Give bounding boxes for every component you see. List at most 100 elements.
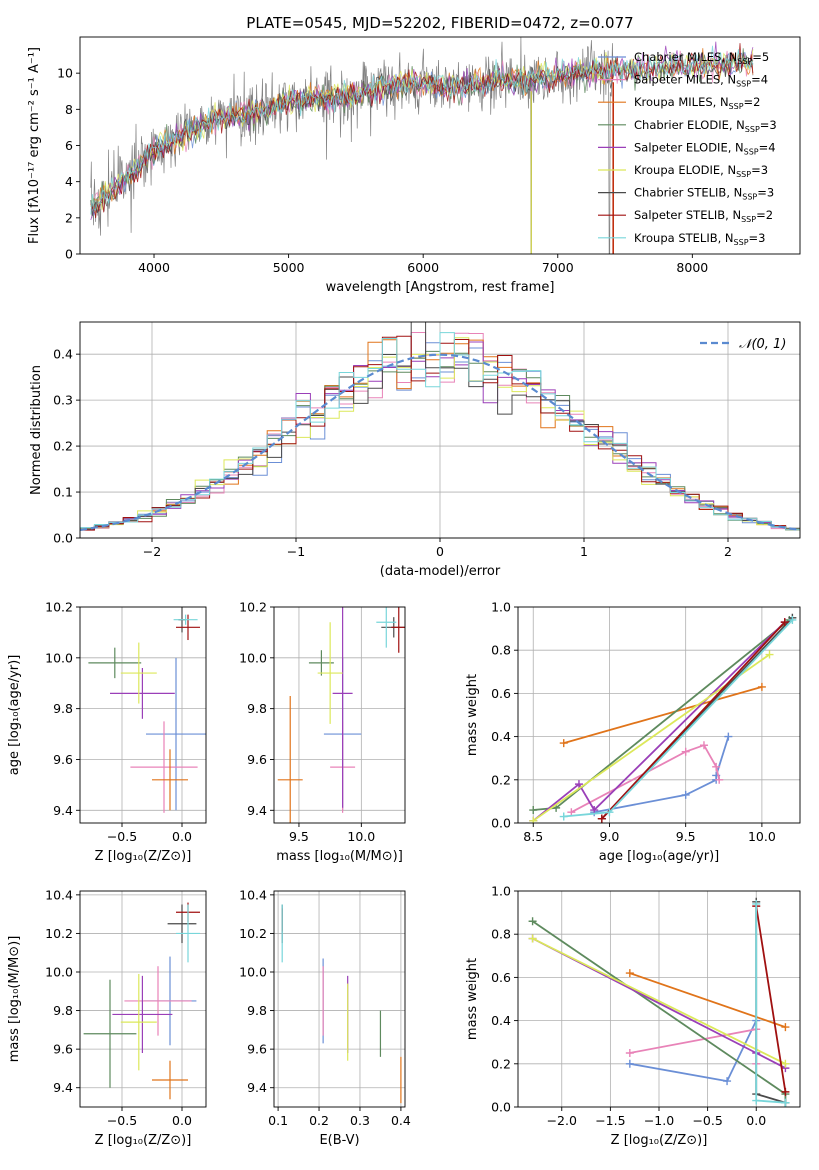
weight-marker-kroupa-miles <box>559 739 568 748</box>
legend-label-subscript: SSP <box>744 147 759 156</box>
legend-label-value: =5 <box>752 50 769 64</box>
axes: −2.0 −1.5 −1.0 −0.5 0.0 0.0 0.2 0.4 0.6 0.8 1.0 Z [… <box>465 884 801 1148</box>
y-tick-label: 0.2 <box>491 1056 511 1071</box>
axes: −0.5 0.0 9.4 9.6 9.8 10.0 10.2 10.4 Z [log₁₀(Z/Z… <box>7 887 207 1148</box>
histogram-kroupa-stelib <box>80 332 800 530</box>
legend-label-kroupa-stelib: Kroupa STELIB, NSSP=3 <box>634 231 765 247</box>
panel-residuals: −2 −1 0 1 2 0.0 0.1 0.2 0.3 0.4 (data-model)/error… <box>29 321 801 579</box>
y-tick-label: 0 <box>65 247 73 262</box>
x-tick-label: 9.5 <box>289 829 309 844</box>
x-tick-label: 0 <box>436 544 444 559</box>
y-tick-label: 9.6 <box>53 1042 73 1057</box>
y-tick-label: 0.4 <box>491 729 511 744</box>
x-tick-label: −2 <box>143 544 161 559</box>
x-tick-label: 0.0 <box>172 1113 192 1128</box>
y-tick-label: 0.1 <box>53 485 73 500</box>
legend-label-value: =3 <box>760 118 777 132</box>
weight-marker-kroupa-elodie <box>781 1059 790 1068</box>
legend-label-kroupa-miles: Kroupa MILES, NSSP=2 <box>634 95 760 111</box>
y-tick-label: 10.4 <box>239 887 267 902</box>
panel-mass-vs-ebv: 0.1 0.2 0.3 0.4 9.4 9.6 9.8 10.0 10.2 10.4 E(B-V) <box>239 887 411 1148</box>
weight-marker-chabrier-elodie <box>529 806 538 815</box>
y-tick-label: 9.4 <box>247 803 267 818</box>
y-tick-label: 9.4 <box>247 1080 267 1095</box>
weight-marker-salpeter-miles <box>712 762 721 771</box>
x-tick-label: 1 <box>580 544 588 559</box>
legend-label-value: =4 <box>751 73 768 87</box>
legend-label-text: Salpeter MILES, N <box>634 73 736 87</box>
legend-label-text: Chabrier STELIB, N <box>634 186 742 200</box>
axes-frame <box>79 890 207 1108</box>
y-axis-label: age [log₁₀(age/yr)] <box>7 655 22 776</box>
x-tick-label: −1 <box>287 544 305 559</box>
x-tick-label: 0.4 <box>391 1113 411 1128</box>
x-tick-label: 4000 <box>138 260 170 275</box>
weight-marker-kroupa-elodie <box>529 816 538 823</box>
weight-marker-kroupa-miles <box>625 969 634 978</box>
legend-label-subscript: SSP <box>745 125 760 134</box>
weight-line-salpeter-stelib <box>601 621 786 820</box>
weight-marker-salpeter-miles <box>699 741 708 750</box>
x-axis-label: wavelength [Angstrom, rest frame] <box>326 280 555 295</box>
legend-label-salpeter-elodie: Salpeter ELODIE, NSSP=4 <box>634 140 776 156</box>
weight-marker-chabrier-elodie <box>528 917 537 926</box>
legend-label-value: =3 <box>749 231 766 245</box>
weight-marker-chabrier-miles <box>724 732 733 741</box>
y-tick-label: 9.6 <box>247 1042 267 1057</box>
plot-area <box>529 613 797 823</box>
axes-frame <box>79 606 207 824</box>
legend-label-chabrier-miles: Chabrier MILES, NSSP=5 <box>634 50 769 66</box>
weight-line-chabrier-miles <box>594 736 730 814</box>
x-tick-label: 0.0 <box>172 829 192 844</box>
weight-marker-chabrier-miles <box>625 1059 634 1068</box>
x-tick-label: 0.2 <box>309 1113 329 1128</box>
legend-label-subscript: SSP <box>736 170 751 179</box>
legend-label-value: =2 <box>756 208 773 222</box>
y-tick-label: 0.3 <box>53 393 73 408</box>
weight-marker-kroupa-miles <box>781 1023 790 1032</box>
legend-label-value: =4 <box>759 140 776 154</box>
x-tick-label: 0.3 <box>350 1113 370 1128</box>
weight-marker-kroupa-stelib <box>781 1098 790 1107</box>
y-tick-label: 0.0 <box>53 531 73 546</box>
weight-marker-kroupa-stelib <box>752 1096 761 1105</box>
y-tick-label: 9.8 <box>247 1003 267 1018</box>
x-tick-label: 10.0 <box>748 829 776 844</box>
y-tick-label: 8 <box>65 102 73 117</box>
y-tick-label: 10.2 <box>45 600 73 615</box>
y-tick-label: 1.0 <box>491 884 511 899</box>
y-tick-label: 0.4 <box>491 1013 511 1028</box>
y-tick-label: 2 <box>65 210 73 225</box>
x-axis-label: E(B-V) <box>319 1133 359 1148</box>
weight-marker-salpeter-miles <box>681 747 690 756</box>
x-tick-label: −1.5 <box>595 1113 625 1128</box>
y-tick-label: 0.6 <box>491 970 511 985</box>
x-axis-label: mass [log₁₀(M/M⊙)] <box>276 849 403 864</box>
axes-frame <box>273 890 406 1108</box>
y-tick-label: 9.8 <box>53 1003 73 1018</box>
legend-label-subscript: SSP <box>741 215 756 224</box>
weight-marker-salpeter-stelib <box>597 814 606 823</box>
plot-area <box>277 607 405 823</box>
legend-label-subscript: SSP <box>734 238 749 247</box>
weight-marker-kroupa-elodie <box>528 934 537 943</box>
axes: −2 −1 0 1 2 0.0 0.1 0.2 0.3 0.4 (data-model)/error… <box>29 321 801 579</box>
y-tick-label: 0.8 <box>491 927 511 942</box>
y-axis-label: mass [log₁₀(M/M⊙)] <box>7 936 22 1063</box>
panel-age-vs-mass: 9.5 10.0 9.4 9.6 9.8 10.0 10.2 mass [log₁₀(M/M⊙… <box>239 600 406 864</box>
legend-label-salpeter-miles: Salpeter MILES, NSSP=4 <box>634 73 768 89</box>
y-tick-label: 0.8 <box>491 643 511 658</box>
weight-marker-salpeter-elodie <box>574 780 583 789</box>
x-tick-label: 0.0 <box>746 1113 766 1128</box>
panel-spectrum: 4000 5000 6000 7000 8000 0 2 4 6 8 10 wavelength [A… <box>27 36 801 295</box>
weight-marker-chabrier-miles <box>723 1077 732 1086</box>
y-tick-label: 0.0 <box>491 816 511 831</box>
axes: 8.5 9.0 9.5 10.0 0.0 0.2 0.4 0.6 0.8 1.0 age [log₁… <box>465 600 801 864</box>
y-tick-label: 9.8 <box>247 701 267 716</box>
weight-marker-kroupa-elodie <box>765 650 774 659</box>
y-tick-label: 9.6 <box>247 752 267 767</box>
x-tick-label: −0.5 <box>107 829 137 844</box>
y-tick-label: 10.2 <box>239 926 267 941</box>
